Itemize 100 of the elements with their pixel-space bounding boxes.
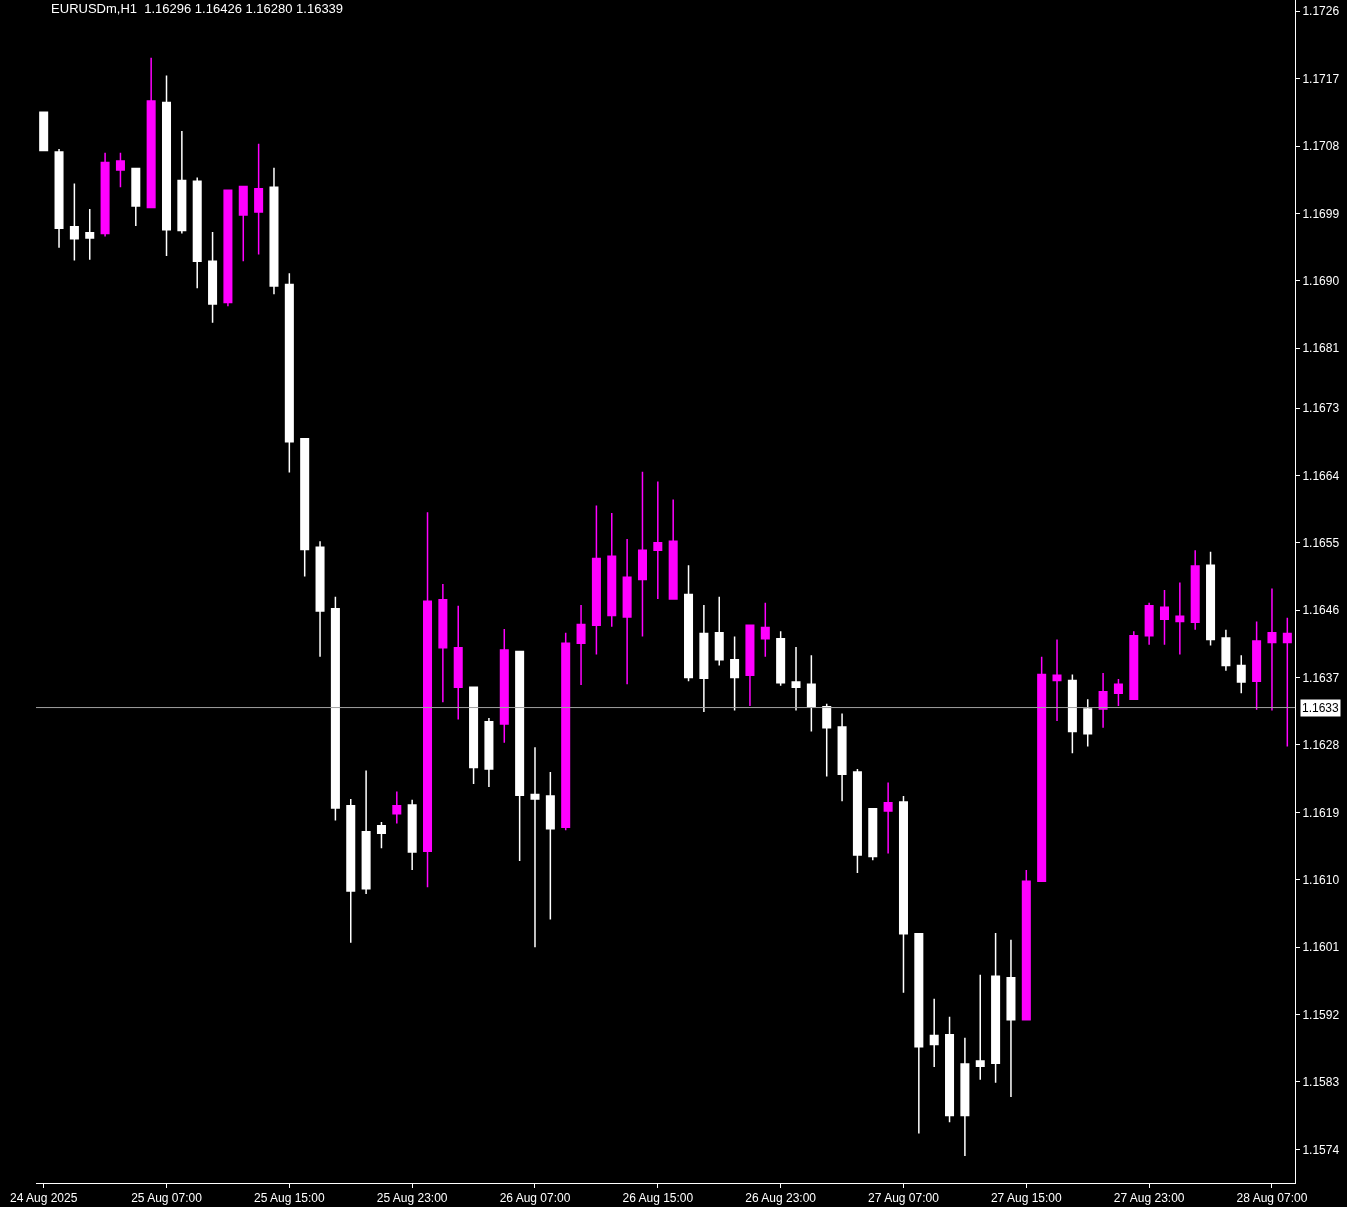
candlestick — [1159, 589, 1170, 646]
y-tick-label: 1.1574 — [1302, 1142, 1340, 1157]
candlestick — [760, 601, 770, 658]
candlestick — [392, 790, 402, 825]
candlestick — [1006, 938, 1016, 1098]
candlestick — [1206, 551, 1216, 647]
candlestick — [438, 583, 448, 704]
candlestick — [208, 231, 218, 324]
x-tick-label: 25 Aug 07:00 — [131, 1191, 203, 1206]
candlestick — [131, 167, 141, 227]
x-tick-label: 26 Aug 15:00 — [622, 1191, 694, 1206]
x-tick-label: 27 Aug 07:00 — [868, 1191, 940, 1206]
y-tick-label: 1.1681 — [1302, 341, 1340, 356]
y-tick-label: 1.1673 — [1302, 401, 1340, 416]
candlestick — [100, 151, 110, 238]
candlestick — [499, 628, 509, 744]
candlestick — [637, 470, 647, 638]
candlestick — [868, 807, 878, 862]
candlestick — [1221, 628, 1231, 672]
candlestick — [714, 595, 724, 667]
candlestick — [223, 189, 233, 307]
candlestick — [254, 143, 264, 256]
candlestick — [883, 781, 893, 855]
candlestick — [791, 646, 801, 712]
candlestick — [115, 151, 125, 188]
y-tick-label: 1.1664 — [1302, 468, 1340, 483]
candlestick — [54, 148, 64, 249]
candlestick — [914, 932, 924, 1135]
candlestick — [177, 130, 187, 235]
candlestick — [1175, 581, 1185, 656]
candlestick — [407, 798, 417, 871]
y-tick-label: 1.1583 — [1302, 1075, 1340, 1090]
candlestick — [469, 686, 479, 785]
candlestick — [1052, 638, 1062, 722]
chart-title: EURUSDm,H1 1.16296 1.16426 1.16280 1.16339 — [51, 0, 344, 16]
y-tick-label: 1.1699 — [1302, 206, 1340, 221]
candlestick — [361, 769, 371, 895]
candlestick — [607, 512, 617, 628]
candlestick — [346, 798, 356, 944]
candlestick — [1037, 655, 1047, 883]
candlestick — [1282, 616, 1292, 748]
candlestick — [975, 974, 985, 1081]
candlestick — [622, 538, 632, 686]
y-tick-label: 1.1690 — [1302, 273, 1340, 288]
candlestick — [776, 630, 786, 687]
candlestick — [1190, 549, 1200, 631]
candlestick — [730, 635, 740, 712]
candlestick — [376, 821, 386, 850]
y-tick-label: 1.1646 — [1302, 603, 1340, 618]
y-tick-label: 1.1637 — [1302, 670, 1340, 685]
x-tick-label: 25 Aug 15:00 — [253, 1191, 326, 1206]
candlestick — [85, 208, 95, 261]
candlestick — [69, 182, 79, 262]
candlestick — [269, 166, 279, 295]
candlestick — [423, 511, 433, 888]
x-tick-label: 24 Aug 2025 — [9, 1191, 78, 1206]
candlestick — [1267, 587, 1277, 712]
y-tick-label: 1.1619 — [1302, 805, 1340, 820]
y-tick-label: 1.1708 — [1302, 139, 1340, 154]
candlestick — [591, 504, 601, 656]
candlestick — [745, 624, 755, 707]
candlestick — [1252, 620, 1262, 711]
y-tick-label: 1.1628 — [1302, 738, 1340, 753]
candlestick — [653, 480, 663, 600]
y-tick-label: 1.1592 — [1302, 1007, 1340, 1022]
candlestick — [1113, 678, 1123, 707]
candlestick — [545, 771, 555, 921]
candlestick — [1129, 630, 1139, 701]
candlestick — [668, 498, 678, 600]
candlestick — [146, 56, 156, 209]
candlestick — [561, 631, 571, 832]
ref-line-label: 1.1633 — [1302, 701, 1340, 715]
candlestick — [991, 932, 1001, 1084]
candlestick — [806, 654, 816, 733]
candlestick — [1083, 698, 1093, 748]
y-tick-label: 1.1601 — [1302, 940, 1340, 955]
candlestick — [484, 717, 494, 788]
x-tick-label: 26 Aug 07:00 — [499, 1191, 571, 1206]
candlestick — [530, 746, 540, 948]
candlestick — [192, 176, 202, 290]
candlestick — [1144, 601, 1154, 646]
candlestick — [330, 595, 340, 822]
x-tick-label: 26 Aug 23:00 — [745, 1191, 817, 1206]
x-tick-label: 27 Aug 15:00 — [990, 1191, 1062, 1206]
candlestick — [898, 795, 908, 994]
candlestick — [945, 1016, 955, 1124]
x-tick-label: 27 Aug 23:00 — [1113, 1191, 1185, 1206]
candlestick — [161, 74, 172, 257]
candlestick — [1236, 654, 1246, 695]
candlestick — [852, 768, 862, 874]
candlestick — [1098, 672, 1108, 729]
candlestick — [576, 604, 586, 686]
candlestick — [699, 604, 709, 713]
candlestick — [284, 272, 294, 474]
x-tick-label: 25 Aug 23:00 — [376, 1191, 448, 1206]
candlestick — [300, 438, 310, 578]
y-tick-label: 1.1655 — [1302, 536, 1340, 551]
candlestick — [1067, 673, 1077, 754]
candlestick — [822, 703, 832, 778]
candlestick — [515, 650, 525, 862]
